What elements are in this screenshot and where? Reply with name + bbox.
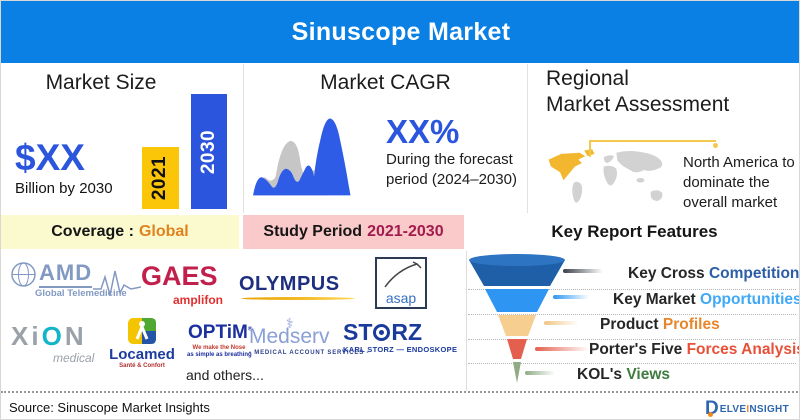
- map-callout-dot: [713, 143, 718, 148]
- delveinsight-wordmark: ELVEINSIGHT: [719, 403, 789, 415]
- medserv-logo-subtext: - MEDICAL ACCOUNT SERVICES -: [249, 350, 370, 356]
- optim-tagline-2: as simple as breathing: [187, 352, 252, 358]
- panel-divider-1: [243, 64, 244, 213]
- header-banner: Sinuscope Market: [1, 1, 799, 63]
- feature-kols-views: KOL's Views: [577, 366, 671, 383]
- feature-porters-five-forces: Porter's Five Forces Analysis: [589, 341, 800, 358]
- feature-key-cross-competition: Key Cross Competition: [628, 265, 800, 282]
- cagr-curve-graphic: [253, 118, 351, 196]
- olympus-logo: OLYMPUS: [239, 273, 340, 295]
- and-others-text: and others...: [186, 367, 264, 383]
- study-period-label: Study Period: [263, 223, 363, 240]
- gaes-logo: GAES: [141, 261, 218, 291]
- key-report-features-title: Key Report Features: [468, 215, 799, 249]
- storz-logo: ST RZ: [343, 319, 423, 345]
- regional-title-line2: Market Assessment: [546, 93, 730, 116]
- market-size-title: Market Size: [45, 71, 157, 94]
- funnel-graphic: [469, 254, 565, 383]
- amd-logo-subtext: Global Telemedicine: [35, 288, 127, 299]
- storz-logo-subtext: KARL STORZ — ENDOSKOPE: [343, 345, 458, 354]
- map-callout-connector: [589, 140, 716, 157]
- optim-logo: OPTiM®: [188, 322, 253, 343]
- funnel-tail-3: [544, 321, 578, 325]
- locamed-icon: [128, 318, 156, 344]
- amd-ecg-icon: [93, 270, 141, 296]
- regional-title-line1: Regional: [546, 67, 629, 90]
- footer-dotted-divider: [1, 391, 799, 393]
- cagr-value: XX%: [386, 113, 460, 150]
- bar-2030-label: 2030: [198, 129, 219, 174]
- medserv-logo: Medserv: [249, 325, 330, 348]
- features-separator-1: [468, 289, 796, 290]
- market-size-value: $XX: [15, 137, 85, 178]
- asap-logo-text: asap: [385, 290, 417, 306]
- cagr-caption-line2: period (2024–2030): [386, 171, 517, 188]
- asap-logo: asap: [375, 257, 427, 309]
- locamed-logo: Locamed: [109, 346, 175, 363]
- medserv-caduceus-icon: ⚕: [286, 315, 294, 331]
- olympus-swoosh-icon: [241, 297, 355, 300]
- funnel-tail-2: [553, 295, 589, 299]
- coverage-value: Global: [138, 223, 189, 240]
- coverage-band: Coverage : Global: [1, 215, 239, 249]
- panel-divider-3: [466, 251, 467, 391]
- features-separator-4: [468, 363, 796, 364]
- gaes-logo-subtext: amplifon: [173, 293, 223, 307]
- funnel-tail-4: [535, 347, 589, 351]
- cagr-caption-line1: During the forecast: [386, 151, 513, 168]
- locamed-logo-subtext: Santé & Confort: [119, 363, 165, 369]
- page-title: Sinuscope Market: [291, 17, 511, 46]
- delveinsight-d-icon: D: [705, 398, 719, 419]
- bar-2030: 2030: [191, 94, 227, 209]
- xion-logo-subtext: medical: [53, 351, 95, 365]
- amd-logo: AMD: [39, 260, 93, 288]
- market-size-caption: Billion by 2030: [15, 180, 113, 197]
- coverage-label: Coverage :: [51, 223, 134, 240]
- source-text: Source: Sinuscope Market Insights: [9, 400, 210, 415]
- regional-callout: North America to dominate the overall ma…: [683, 154, 795, 211]
- funnel-tail-5: [525, 371, 555, 375]
- study-period-band: Study Period 2021-2030: [243, 215, 464, 249]
- features-separator-3: [468, 339, 796, 340]
- features-separator-2: [468, 314, 796, 315]
- feature-product-profiles: Product Profiles: [600, 316, 720, 333]
- xion-logo: XiON: [11, 321, 87, 351]
- amd-globe-icon: [11, 262, 36, 287]
- bar-2021: 2021: [142, 147, 179, 209]
- world-map: [548, 149, 663, 203]
- delveinsight-logo: D ELVEINSIGHT: [705, 398, 789, 419]
- study-period-value: 2021-2030: [367, 223, 444, 240]
- funnel-tail-1: [563, 269, 603, 273]
- panel-divider-2: [527, 64, 528, 213]
- asap-instrument-icon: [384, 261, 422, 288]
- market-cagr-title: Market CAGR: [320, 71, 451, 94]
- feature-key-market-opportunities: Key Market Opportunities: [613, 291, 800, 308]
- storz-o-target-icon: [373, 324, 391, 341]
- bar-2021-label: 2021: [149, 155, 171, 201]
- optim-tagline-1: We make the Nose: [192, 345, 246, 351]
